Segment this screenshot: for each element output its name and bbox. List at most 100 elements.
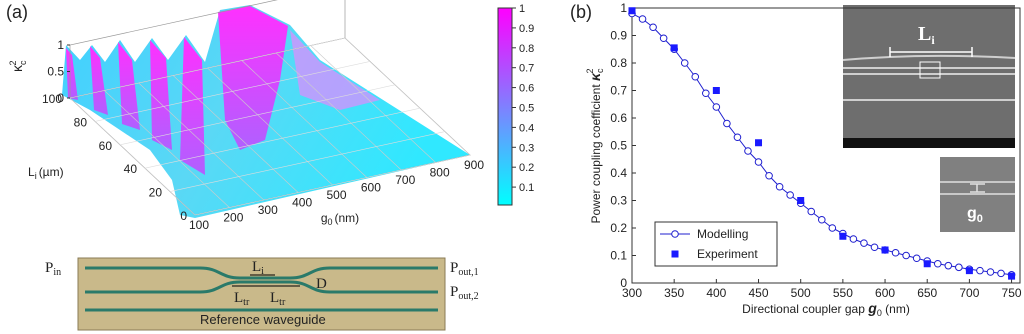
grid-line bbox=[194, 154, 471, 216]
legend-marker bbox=[671, 230, 679, 238]
y-tick-label: 0.7 bbox=[610, 84, 627, 98]
grid-line bbox=[69, 37, 346, 99]
grid-line bbox=[104, 90, 230, 208]
y-tick-label: 0.9 bbox=[610, 29, 627, 43]
x-tick-label: 500 bbox=[326, 188, 346, 202]
data-point bbox=[744, 147, 752, 155]
photo bbox=[77, 257, 446, 331]
data-point bbox=[881, 246, 889, 254]
x-tick-label: 500 bbox=[791, 286, 811, 300]
text-part: c bbox=[18, 60, 28, 65]
dimension bbox=[232, 274, 300, 287]
z-axis-label: κc2 bbox=[8, 60, 28, 72]
grid-line bbox=[172, 75, 299, 193]
colorbar-tick-label: 0.4 bbox=[519, 122, 534, 134]
legend-label: Modelling bbox=[697, 227, 748, 241]
x-tick-label: 800 bbox=[430, 166, 450, 180]
text-part: 0 bbox=[328, 217, 333, 227]
photo bbox=[843, 5, 1015, 148]
x-tick-label: 900 bbox=[464, 158, 484, 172]
y-tick-label: 80 bbox=[74, 115, 88, 129]
grid-line bbox=[138, 82, 264, 201]
panel-label: (a) bbox=[6, 2, 28, 22]
waveguide bbox=[85, 280, 438, 294]
text-part: (µm) bbox=[39, 165, 64, 179]
data-point bbox=[628, 7, 636, 15]
text-part: 2 bbox=[8, 60, 18, 65]
dimension-label: Ltr bbox=[270, 290, 286, 308]
y-tick-label: 60 bbox=[99, 139, 113, 153]
waveguide bbox=[842, 54, 1016, 101]
data-point bbox=[965, 267, 973, 275]
text-part: 2 bbox=[585, 69, 595, 74]
text-part: i bbox=[35, 171, 37, 181]
y-tick-label: 40 bbox=[124, 162, 138, 176]
data-point bbox=[712, 87, 720, 94]
data-point bbox=[870, 243, 879, 252]
dimension-label: D bbox=[316, 276, 327, 292]
data-point bbox=[691, 72, 700, 81]
text-part: Directional coupler gap bbox=[742, 302, 868, 316]
data-point bbox=[997, 269, 1005, 278]
y-tick-label: 0.1 bbox=[610, 249, 627, 263]
panel-label: (b) bbox=[570, 2, 592, 22]
y-tick-label: 0.8 bbox=[610, 56, 627, 70]
x-tick-label: 650 bbox=[917, 286, 937, 300]
text-part: g bbox=[321, 211, 328, 225]
microscope-image bbox=[77, 257, 446, 331]
y-tick-label: 0.6 bbox=[610, 111, 627, 125]
text-part: L bbox=[28, 165, 35, 179]
text-part: Power coupling coefficient bbox=[589, 81, 603, 224]
data-point bbox=[775, 182, 784, 191]
data-point bbox=[723, 119, 731, 128]
y-tick-label: 0.4 bbox=[610, 166, 627, 180]
data-point bbox=[659, 34, 668, 43]
zoom-box bbox=[919, 61, 941, 79]
data-point bbox=[860, 239, 868, 247]
surface-lobe bbox=[218, 6, 288, 150]
data-point bbox=[986, 268, 995, 276]
x-tick-label: 600 bbox=[875, 286, 895, 300]
grid-line bbox=[241, 60, 368, 178]
y-axis-label: Li (µm) bbox=[28, 165, 64, 181]
text-part: κ bbox=[587, 72, 603, 81]
z-tick-label: 0.5 bbox=[47, 65, 64, 79]
x-tick-label: 700 bbox=[959, 286, 979, 300]
data-point bbox=[755, 139, 763, 147]
dimension-label: Ltr bbox=[234, 290, 250, 308]
x-axis-label: g0 (nm) bbox=[321, 211, 359, 227]
colorbar-tick-label: 0.2 bbox=[519, 162, 534, 174]
dimension-label: Li bbox=[252, 259, 264, 277]
grid-line bbox=[344, 37, 471, 156]
y-tick-label: 0.2 bbox=[610, 221, 627, 235]
y-tick-label: 0.3 bbox=[610, 194, 627, 208]
grid-line bbox=[69, 97, 196, 216]
data-point bbox=[680, 59, 689, 67]
grid-line bbox=[276, 52, 402, 171]
grid-line bbox=[207, 67, 333, 186]
surface-lobe bbox=[180, 37, 205, 175]
colorbar-tick-label: 0.1 bbox=[519, 182, 534, 194]
surface-lobe bbox=[150, 40, 172, 150]
data-point bbox=[976, 266, 984, 275]
text-part: κ bbox=[9, 64, 25, 72]
z-tick-label: 1 bbox=[57, 38, 64, 52]
legend-marker bbox=[671, 250, 679, 258]
x-tick-label: 300 bbox=[258, 203, 278, 217]
y-tick-label: 20 bbox=[149, 186, 163, 200]
data-point bbox=[754, 158, 763, 166]
port-label: Pout,2 bbox=[450, 284, 479, 302]
data-point bbox=[765, 171, 773, 180]
data-point bbox=[807, 207, 816, 216]
surface-lobe bbox=[66, 48, 78, 100]
text-part: c bbox=[595, 68, 605, 73]
y-tick-label: 100 bbox=[42, 92, 62, 106]
sem-image: Li g0 bbox=[842, 5, 1016, 232]
y-axis-label: Power coupling coefficient κc2 bbox=[585, 68, 605, 223]
colorbar-tick-label: 1 bbox=[519, 3, 525, 15]
x-tick-label: 300 bbox=[622, 286, 642, 300]
surface-lobe bbox=[290, 30, 380, 110]
y-tick-label: 1 bbox=[620, 1, 627, 15]
grid-line bbox=[94, 61, 371, 122]
